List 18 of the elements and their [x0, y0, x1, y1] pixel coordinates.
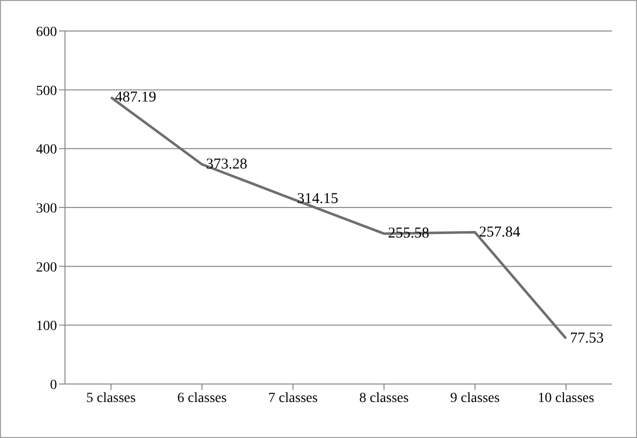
x-tick-label: 8 classes [359, 390, 409, 406]
y-tick-label: 100 [36, 319, 57, 334]
y-tick-label: 200 [36, 260, 57, 276]
y-tick-label: 500 [36, 84, 57, 99]
data-label: 257.84 [479, 224, 521, 240]
x-tick-label: 9 classes [450, 390, 500, 406]
data-label: 487.19 [115, 89, 156, 106]
x-tick-label: 7 classes [268, 390, 318, 406]
x-tick-label: 6 classes [177, 390, 227, 406]
data-label: 373.28 [206, 156, 248, 172]
y-tick-label: 0 [50, 378, 57, 393]
y-tick-label: 300 [36, 201, 57, 216]
x-tick-label: 10 classes [538, 390, 594, 406]
x-tick-label: 5 classes [86, 390, 136, 406]
y-tick-label: 600 [36, 24, 57, 40]
data-label: 314.15 [297, 191, 338, 208]
y-tick-label: 400 [36, 142, 57, 158]
data-label: 77.53 [570, 330, 604, 346]
